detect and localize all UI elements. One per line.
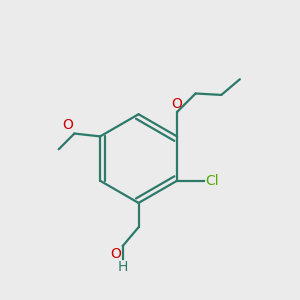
Text: Cl: Cl — [206, 174, 219, 188]
Text: O: O — [62, 118, 73, 132]
Text: O: O — [172, 97, 182, 111]
Text: H: H — [118, 260, 128, 274]
Text: O: O — [110, 247, 122, 261]
